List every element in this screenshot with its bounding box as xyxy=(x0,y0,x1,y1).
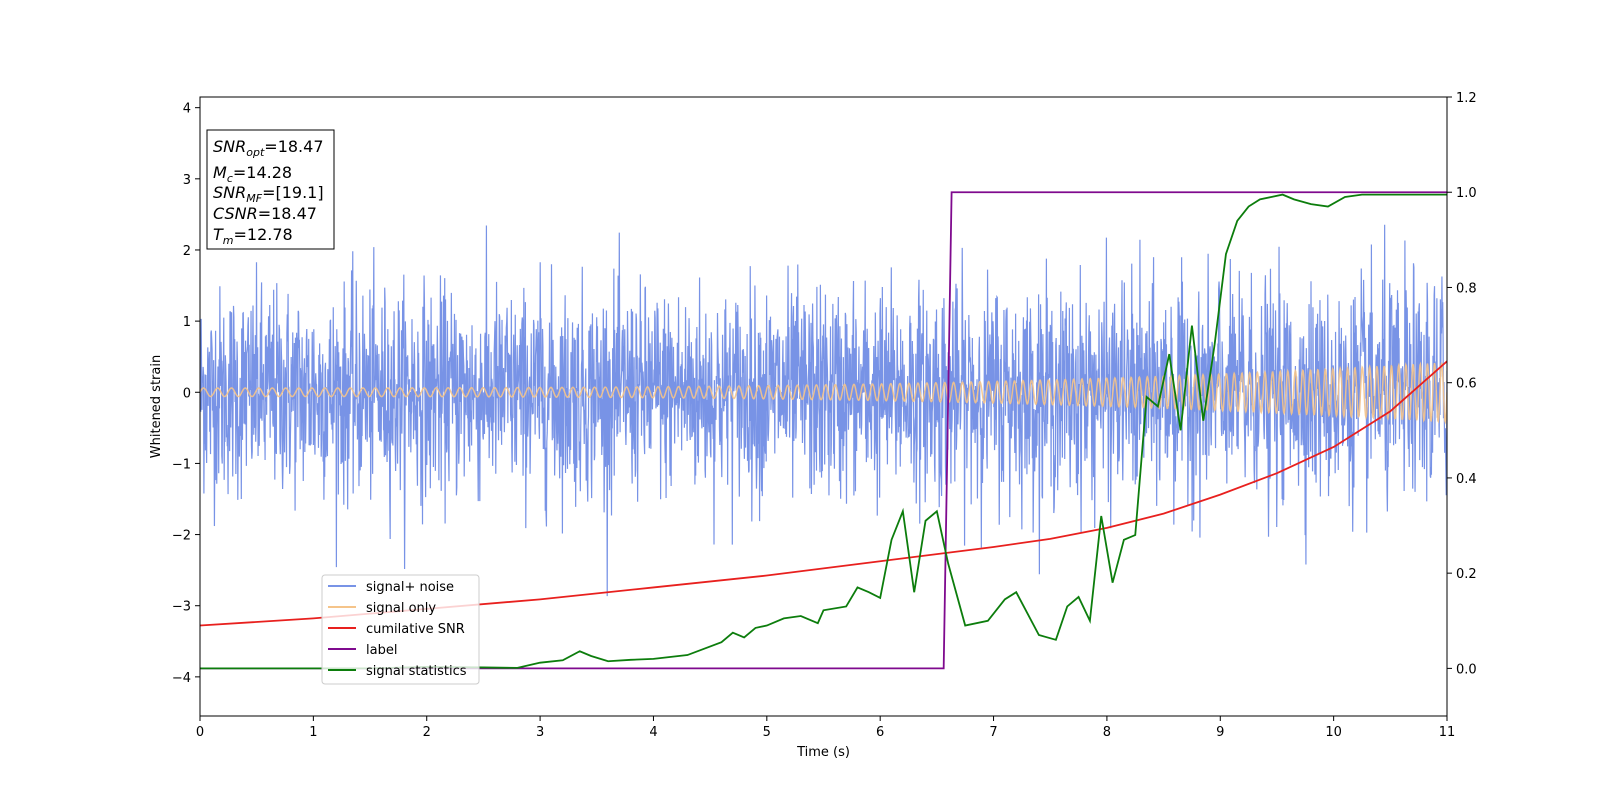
annotation-value: =18.47 xyxy=(264,137,323,156)
plot-frame xyxy=(199,96,1448,717)
x-tick-label: 3 xyxy=(536,725,544,740)
x-tick-label: 8 xyxy=(1103,725,1111,740)
series-cumilative-snr xyxy=(200,360,1447,627)
x-tick-label: 0 xyxy=(196,725,204,740)
stats-annotation-box: SNRopt=18.47Mc=14.28SNRMF=[19.1]CSNR=18.… xyxy=(206,129,335,250)
y-right-tick-label: 0.4 xyxy=(1456,472,1477,487)
legend-label: label xyxy=(366,643,397,658)
annotation-subscript: m xyxy=(223,234,234,247)
legend: signal+ noise signal only cumilative SNR la… xyxy=(321,574,480,685)
annotation-symbol: SNR xyxy=(213,137,246,156)
annotation-subscript: opt xyxy=(246,146,265,159)
x-tick-label: 1 xyxy=(309,725,317,740)
legend-label: signal only xyxy=(366,601,436,616)
annotation-line: CSNR=18.47 xyxy=(213,204,317,223)
annotation-line: SNRMF=[19.1] xyxy=(213,183,324,205)
legend-frame xyxy=(321,574,480,685)
series-label xyxy=(200,191,1447,670)
annotation-symbol: CSNR xyxy=(213,204,258,223)
x-axis-label: Time (s) xyxy=(796,745,850,760)
y-tick-label: 2 xyxy=(183,244,191,259)
y-axis-label: Whitened strain xyxy=(149,355,164,458)
y-right-tick-label: 0.2 xyxy=(1456,567,1477,582)
y-tick-label: −1 xyxy=(172,457,191,472)
y-right-tick-label: 1.2 xyxy=(1456,91,1477,106)
annotation-value: =[19.1] xyxy=(262,183,324,202)
y-right-tick-label: 0.0 xyxy=(1456,662,1477,677)
annotation-value: =14.28 xyxy=(233,163,292,182)
legend-label: cumilative SNR xyxy=(366,622,465,637)
series-signal-only xyxy=(200,361,1447,425)
annotation-symbol: SNR xyxy=(213,183,246,202)
y-right-tick-label: 0.6 xyxy=(1456,377,1477,392)
x-tick-label: 9 xyxy=(1216,725,1224,740)
annotation-value: =18.47 xyxy=(258,204,317,223)
x-tick-label: 10 xyxy=(1325,725,1342,740)
legend-label: signal+ noise xyxy=(366,580,454,595)
y-tick-label: 0 xyxy=(183,386,191,401)
x-tick-label: 4 xyxy=(649,725,657,740)
y-tick-label: 4 xyxy=(183,102,191,117)
annotation-symbol: M xyxy=(213,163,227,182)
annotation-frame xyxy=(206,129,335,250)
annotation-symbol: T xyxy=(213,225,224,244)
annotation-subscript: c xyxy=(227,172,233,185)
axis-ticks-layer: 0 1 2 3 4 5 6 7 8 9 10 11 −4 −3 −2 −1 0 1 2 3 4 0.0 0.2 0.4 0.6 0… xyxy=(172,91,1477,740)
legend-label: signal statistics xyxy=(366,664,467,679)
y-right-tick-label: 1.0 xyxy=(1456,186,1477,201)
x-tick-label: 5 xyxy=(763,725,771,740)
annotation-subscript: MF xyxy=(246,192,262,205)
annotation-value: =12.78 xyxy=(234,225,293,244)
x-tick-label: 6 xyxy=(876,725,884,740)
x-tick-label: 2 xyxy=(423,725,431,740)
y-tick-label: −2 xyxy=(172,529,191,544)
annotation-line: SNRopt=18.47 xyxy=(213,137,324,159)
annotation-line: Tm=12.78 xyxy=(213,225,293,247)
series-signal-statistics xyxy=(200,193,1447,670)
y-tick-label: 3 xyxy=(183,173,191,188)
x-tick-label: 7 xyxy=(989,725,997,740)
series-signal-noise xyxy=(200,224,1447,597)
annotation-line: Mc=14.28 xyxy=(213,163,292,185)
y-tick-label: 1 xyxy=(183,315,191,330)
plot-series-layer xyxy=(200,191,1447,670)
x-tick-label: 11 xyxy=(1439,725,1456,740)
y-tick-label: −3 xyxy=(172,600,191,615)
y-tick-label: −4 xyxy=(172,671,191,686)
y-right-tick-label: 0.8 xyxy=(1456,281,1477,296)
